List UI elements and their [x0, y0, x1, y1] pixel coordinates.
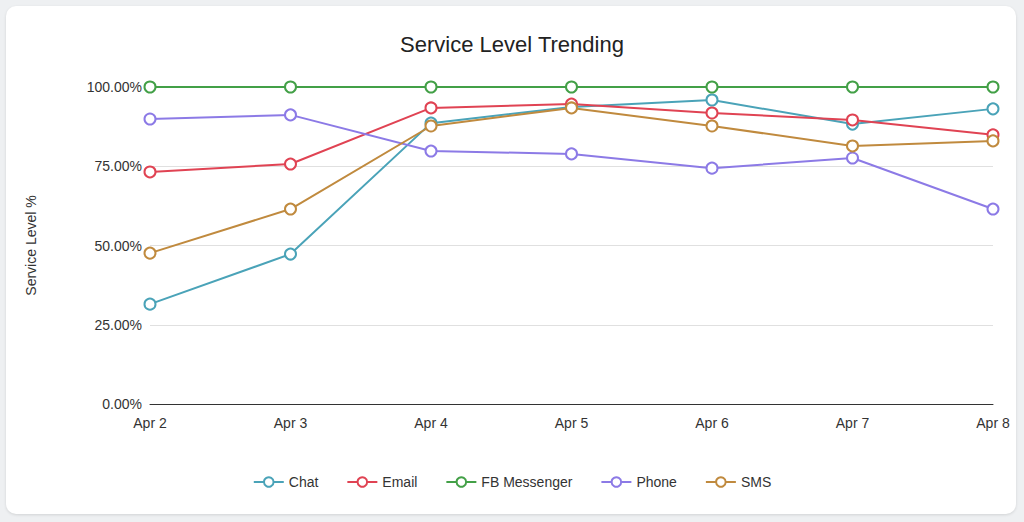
svg-text:Apr 4: Apr 4: [414, 415, 448, 431]
svg-text:Apr 6: Apr 6: [695, 415, 729, 431]
svg-text:Phone: Phone: [636, 474, 677, 490]
svg-text:Service Level %: Service Level %: [23, 195, 39, 295]
svg-text:Apr 2: Apr 2: [133, 415, 167, 431]
svg-text:50.00%: 50.00%: [95, 238, 142, 254]
svg-text:Apr 7: Apr 7: [836, 415, 870, 431]
svg-text:25.00%: 25.00%: [95, 317, 142, 333]
svg-text:75.00%: 75.00%: [95, 158, 142, 174]
svg-text:SMS: SMS: [741, 474, 771, 490]
svg-text:Apr 8: Apr 8: [976, 415, 1010, 431]
svg-text:100.00%: 100.00%: [87, 79, 142, 95]
svg-text:Email: Email: [382, 474, 417, 490]
svg-text:FB Messenger: FB Messenger: [481, 474, 572, 490]
svg-text:Apr 5: Apr 5: [555, 415, 589, 431]
svg-text:Service Level Trending: Service Level Trending: [400, 32, 624, 57]
svg-text:Apr 3: Apr 3: [274, 415, 308, 431]
svg-text:Chat: Chat: [289, 474, 319, 490]
svg-text:0.00%: 0.00%: [102, 396, 142, 412]
